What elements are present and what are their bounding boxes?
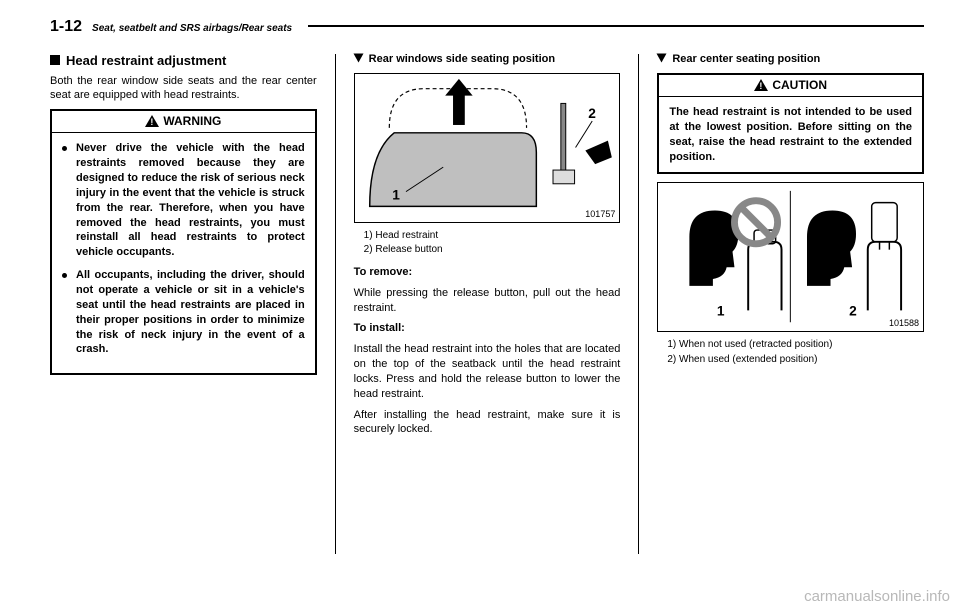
caution-title-row: CAUTION: [659, 75, 922, 97]
column-separator: [638, 54, 639, 554]
column-separator: [335, 54, 336, 554]
warning-title: WARNING: [163, 113, 221, 129]
install-text: Install the head restraint into the hole…: [354, 342, 621, 401]
col1-heading: Head restraint adjustment: [50, 52, 317, 70]
warning-item: Never drive the vehicle with the head re…: [62, 141, 305, 260]
remove-text: While pressing the release button, pull …: [354, 286, 621, 316]
page-header: 1-12 Seat, seatbelt and SRS airbags/Rear…: [50, 18, 924, 36]
warning-item: All occupants, including the driver, sho…: [62, 268, 305, 357]
header-rule: [308, 25, 924, 27]
column-1: Head restraint adjustment Both the rear …: [50, 52, 317, 554]
fig1-label1: 1: [392, 187, 400, 202]
warning-title-row: WARNING: [52, 111, 315, 133]
watermark: carmanualsonline.info: [804, 588, 950, 605]
figure-id: 101588: [889, 317, 919, 329]
col2-heading-text: Rear windows side seating position: [369, 53, 555, 65]
fig2-caption-2: 2) When used (extended position): [667, 353, 924, 367]
page-section-title: Seat, seatbelt and SRS airbags/Rear seat…: [92, 23, 292, 34]
content-columns: Head restraint adjustment Both the rear …: [50, 52, 924, 554]
caution-body: The head restraint is not intended to be…: [659, 97, 922, 172]
column-3: Rear center seating position CAUTION The…: [657, 52, 924, 554]
caution-box: CAUTION The head restraint is not intend…: [657, 73, 924, 175]
col3-heading: Rear center seating position: [657, 52, 924, 67]
warning-body: Never drive the vehicle with the head re…: [52, 133, 315, 373]
col1-intro: Both the rear window side seats and the …: [50, 74, 317, 104]
caution-title: CAUTION: [772, 77, 827, 93]
fig1-label2: 2: [588, 106, 596, 121]
col1-heading-text: Head restraint adjustment: [66, 53, 226, 68]
figure-positions: 1 2 101588: [657, 182, 924, 332]
col3-heading-text: Rear center seating position: [672, 53, 820, 65]
col2-heading: Rear windows side seating position: [354, 52, 621, 67]
fig2-caption-1: 1) When not used (retracted position): [667, 338, 924, 352]
figure-headrest: 1 2 101757: [354, 73, 621, 223]
fig1-caption-2: 2) Release button: [364, 243, 621, 257]
column-2: Rear windows side seating position 1: [354, 52, 621, 554]
fig1-captions: 1) Head restraint 2) Release button: [364, 229, 621, 257]
install-heading: To install:: [354, 321, 621, 336]
svg-text:1: 1: [717, 304, 725, 319]
fig2-captions: 1) When not used (retracted position) 2)…: [667, 338, 924, 366]
svg-text:2: 2: [849, 304, 857, 319]
square-bullet-icon: [50, 55, 60, 65]
triangle-bullet-icon: [353, 54, 363, 63]
fig1-caption-1: 1) Head restraint: [364, 229, 621, 243]
figure-id: 101757: [585, 208, 615, 220]
warning-box: WARNING Never drive the vehicle with the…: [50, 109, 317, 375]
triangle-bullet-icon: [657, 54, 667, 63]
remove-heading: To remove:: [354, 265, 621, 280]
page-number: 1-12: [50, 18, 82, 36]
after-text: After installing the head restraint, mak…: [354, 408, 621, 438]
caution-triangle-icon: [754, 79, 768, 91]
warning-triangle-icon: [145, 115, 159, 127]
